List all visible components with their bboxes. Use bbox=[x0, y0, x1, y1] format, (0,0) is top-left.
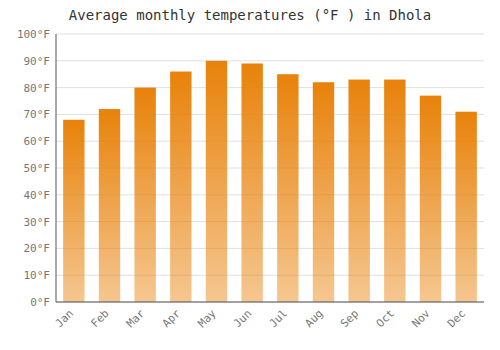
y-grid bbox=[56, 34, 484, 302]
x-tick-label: Oct bbox=[374, 307, 397, 330]
chart-container: Average monthly temperatures (°F ) in Dh… bbox=[0, 0, 500, 350]
bar bbox=[134, 88, 155, 302]
bars bbox=[63, 61, 477, 302]
grid-line bbox=[56, 302, 484, 303]
x-axis-line bbox=[56, 302, 484, 303]
bar bbox=[63, 120, 84, 302]
x-tick-label: Apr bbox=[160, 307, 184, 331]
bar bbox=[313, 82, 334, 302]
grid-line bbox=[56, 60, 484, 61]
bar bbox=[348, 80, 369, 302]
y-tick-label: 70°F bbox=[24, 108, 51, 121]
y-axis-line bbox=[56, 34, 57, 302]
y-tick-label: 60°F bbox=[24, 135, 51, 148]
y-tick-label: 80°F bbox=[24, 82, 51, 95]
x-tick-label: Feb bbox=[88, 307, 111, 330]
y-tick-label: 20°F bbox=[24, 242, 51, 255]
bar bbox=[277, 74, 298, 302]
bar bbox=[170, 72, 191, 302]
bar bbox=[206, 61, 227, 302]
chart-svg: Average monthly temperatures (°F ) in Dh… bbox=[0, 0, 500, 350]
y-tick-label: 40°F bbox=[24, 189, 51, 202]
x-tick-label: Jul bbox=[267, 307, 290, 330]
bar bbox=[420, 96, 441, 302]
y-tick-label: 50°F bbox=[24, 162, 51, 175]
y-tick-label: 0°F bbox=[30, 296, 50, 309]
bar bbox=[241, 63, 262, 302]
y-tick-label: 90°F bbox=[24, 55, 51, 68]
x-tick-label: Nov bbox=[409, 307, 433, 331]
x-tick-label: Jan bbox=[53, 307, 76, 330]
grid-line bbox=[56, 87, 484, 88]
x-tick-label: Jun bbox=[231, 307, 254, 330]
bar bbox=[384, 80, 405, 302]
x-tick-label: Sep bbox=[338, 307, 361, 330]
y-tick-label: 100°F bbox=[17, 28, 50, 41]
grid-line bbox=[56, 34, 484, 35]
x-tick-label: May bbox=[195, 307, 219, 331]
bar bbox=[455, 112, 476, 302]
x-tick-label: Aug bbox=[302, 307, 325, 330]
x-tick-label: Mar bbox=[124, 307, 148, 331]
y-tick-label: 30°F bbox=[24, 216, 51, 229]
chart-title: Average monthly temperatures (°F ) in Dh… bbox=[69, 7, 431, 23]
y-tick-label: 10°F bbox=[24, 269, 51, 282]
x-tick-label: Dec bbox=[445, 307, 468, 330]
bar bbox=[99, 109, 120, 302]
